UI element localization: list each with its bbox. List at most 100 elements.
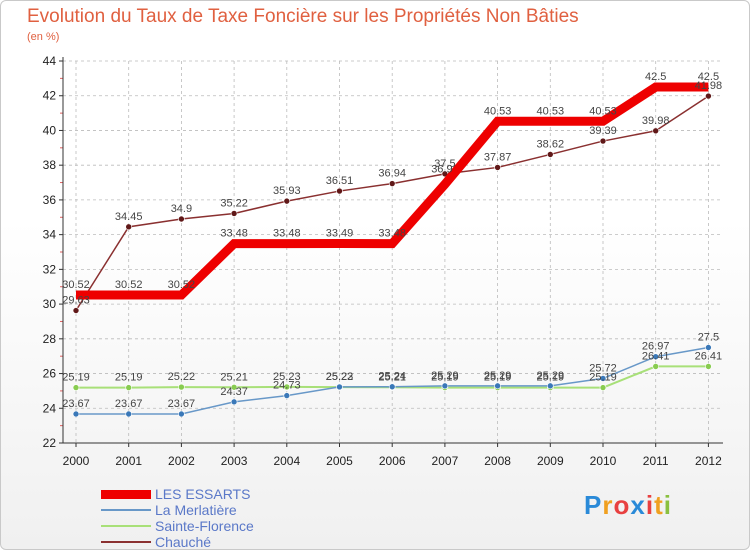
x-tick-label: 2002 (168, 454, 195, 468)
x-tick-label: 2008 (484, 454, 511, 468)
data-label: 36.9 (431, 163, 452, 175)
data-point (178, 410, 185, 418)
x-tick-label: 2001 (115, 454, 142, 468)
legend-swatch (101, 541, 151, 543)
data-label: 35.93 (273, 185, 301, 197)
y-tick-label: 36 (43, 193, 57, 207)
data-label: 34.9 (171, 203, 192, 215)
data-label: 26.41 (695, 350, 723, 362)
data-label: 42.5 (645, 71, 666, 83)
data-label: 25.21 (378, 371, 406, 383)
unit-label: (en %) (27, 31, 60, 43)
logo-letter: x (630, 490, 646, 520)
data-point (283, 392, 291, 399)
data-point (230, 210, 238, 217)
data-point (494, 164, 501, 171)
data-label: 25.23 (273, 371, 301, 383)
data-label: 38.62 (537, 138, 565, 150)
chart-title: Evolution du Taux de Taxe Foncière sur l… (27, 6, 579, 27)
data-label: 25.22 (168, 371, 196, 383)
data-label: 23.67 (62, 398, 90, 410)
data-point (599, 384, 607, 391)
labels-sainte-florence: 25.19 25.19 25.22 25.21 25.23 25.22 25.21 25.19… (62, 350, 722, 383)
data-label: 25.19 (589, 372, 617, 384)
data-point (72, 384, 80, 391)
data-label: 34.45 (115, 211, 143, 223)
legend-label: LES ESSARTS (155, 486, 251, 502)
x-tick-label: 2003 (221, 454, 248, 468)
x-tick-label: 2009 (537, 454, 564, 468)
data-label: 33.48 (378, 228, 406, 240)
x-tick-label: 2000 (63, 454, 90, 468)
labels-chauch-: 29.63 34.45 34.9 35.22 35.93 36.51 36.94 37.5 37… (62, 80, 722, 306)
data-point (705, 363, 712, 370)
data-label: 25.19 (62, 372, 90, 384)
data-label: 24.73 (273, 380, 301, 392)
data-label: 41.98 (695, 80, 723, 92)
data-label: 40.53 (484, 105, 512, 117)
data-point (230, 383, 238, 391)
data-label: 33.48 (273, 228, 301, 240)
data-point (388, 383, 396, 391)
data-point (336, 383, 343, 391)
data-label: 25.19 (115, 372, 143, 384)
legend-label: Chauché (155, 534, 212, 550)
data-label: 30.52 (168, 279, 196, 291)
y-tick-label: 32 (43, 262, 57, 276)
legend-label: La Merlatière (155, 502, 237, 518)
data-point (652, 353, 660, 361)
data-point (599, 375, 607, 382)
data-label: 30.52 (62, 279, 90, 291)
logo-letter: i (645, 490, 655, 520)
x-tick-label: 2007 (432, 454, 459, 468)
x-tick-label: 2004 (273, 454, 300, 468)
data-label: 39.39 (589, 125, 617, 137)
logo-letter: o (613, 490, 631, 520)
logo-letter: P (584, 490, 603, 520)
series-chauch- (72, 92, 712, 314)
y-tick-label: 24 (43, 401, 57, 415)
data-label: 39.98 (642, 115, 670, 127)
data-point (125, 410, 132, 418)
labels-les-essarts: 30.52 30.52 30.52 33.48 33.48 33.49 33.48 40.53… (62, 71, 719, 291)
data-point (705, 92, 712, 100)
data-point (441, 382, 449, 390)
series-la-merlati-re (72, 344, 712, 418)
data-label: 35.22 (220, 197, 248, 209)
data-label: 24.37 (220, 386, 248, 398)
data-label: 25.19 (537, 372, 565, 384)
y-tick-label: 38 (43, 158, 57, 172)
grid: 22 24 26 28 30 32 34 36 38 40 42 44 (43, 54, 723, 450)
data-label: 25.22 (326, 371, 354, 383)
data-label: 23.67 (115, 398, 143, 410)
data-point (230, 398, 238, 406)
legend-swatch (101, 525, 151, 527)
data-label: 25.24 (378, 371, 406, 383)
data-point (546, 151, 554, 158)
y-tick-label: 34 (43, 228, 57, 242)
data-label: 36.51 (326, 175, 354, 187)
data-label: 27.5 (698, 332, 719, 344)
data-label: 36.94 (378, 168, 406, 180)
data-label: 25.29 (537, 370, 565, 382)
legend-swatch (101, 489, 151, 499)
x-tick-label: 2005 (326, 454, 353, 468)
data-label: 25.72 (589, 362, 617, 374)
y-tick-label: 22 (43, 436, 57, 450)
x-tick-label: 2006 (379, 454, 406, 468)
data-label: 29.63 (62, 295, 90, 307)
data-point (125, 223, 132, 231)
x-tick-label: 2011 (643, 454, 669, 468)
data-label: 42.5 (698, 71, 719, 83)
data-label: 37.5 (434, 158, 455, 170)
y-tick-label: 40 (43, 123, 57, 137)
proxiti-logo: Proxiti (584, 490, 672, 521)
data-point (705, 344, 712, 351)
data-label: 26.97 (642, 341, 670, 353)
data-label: 33.48 (220, 228, 248, 240)
data-label: 37.87 (484, 151, 512, 163)
data-label: 30.52 (115, 279, 143, 291)
data-label: 26.41 (642, 350, 670, 362)
